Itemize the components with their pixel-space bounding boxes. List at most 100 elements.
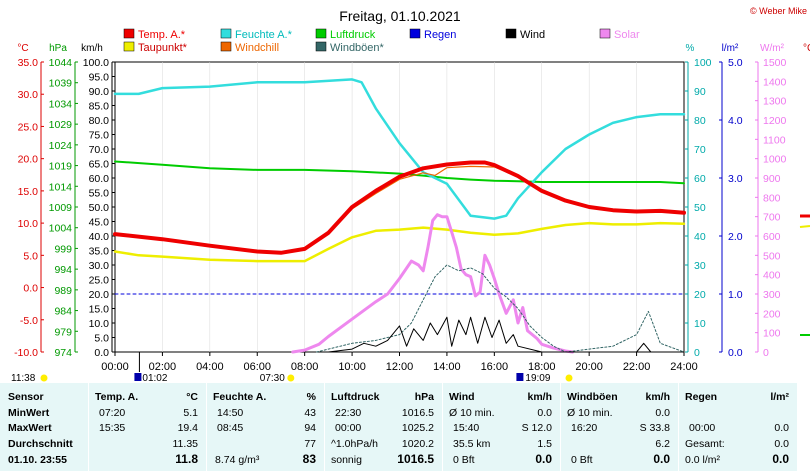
- legend-swatch: [315, 28, 327, 39]
- wind-tick-label: 70.0: [89, 144, 110, 156]
- header-gust-unit: km/h: [645, 391, 670, 403]
- legend-label: Windböen*: [330, 42, 385, 54]
- wind-tick-label: 0.0: [94, 347, 109, 359]
- hum-absolute: 8.74 g/m³: [215, 454, 260, 466]
- solar-tick-label: 500: [763, 250, 781, 262]
- scroll-fragment: [798, 383, 810, 471]
- header-humidity-unit: %: [306, 391, 316, 403]
- pressure-tick-label: 999: [54, 243, 72, 255]
- temp-tick-label: 35.0: [18, 57, 39, 69]
- legend-swatch: [220, 41, 232, 52]
- pressure-tick-label: 1039: [49, 78, 73, 90]
- x-tick-label: 18:00: [528, 361, 556, 373]
- sunset-marker-dot: [565, 374, 573, 382]
- hum-min-value: 43: [304, 407, 316, 419]
- temp-tick-label: -5.0: [20, 315, 38, 327]
- wind-tick-label: 15.0: [89, 304, 110, 316]
- hum-min-time: 14:50: [217, 407, 244, 419]
- humidity-tick-label: 40: [694, 231, 706, 243]
- series-feuchte-a: [113, 78, 686, 220]
- x-tick-label: 04:00: [196, 361, 224, 373]
- moon-marker-icon: [134, 373, 142, 381]
- wind-tick-label: 75.0: [89, 130, 110, 142]
- humidity-tick-label: 0: [694, 347, 700, 359]
- humidity-tick-label: 90: [694, 86, 706, 98]
- humidity-tick-label: 100: [694, 57, 712, 69]
- rain-tick-label: 5.0: [728, 57, 743, 69]
- weather-chart: Freitag, 01.10.2021 © Weber Mike Temp. A…: [11, 6, 810, 383]
- wind-current-value: 0.0: [535, 452, 552, 466]
- rain-tick-label: 4.0: [728, 115, 743, 127]
- temp-tick-label: 25.0: [18, 121, 39, 133]
- header-pressure-unit: hPa: [414, 391, 434, 403]
- rain-total-label: Gesamt:: [685, 438, 725, 450]
- temp-min-value: 5.1: [183, 407, 198, 419]
- temp-tick-label: 15.0: [18, 186, 39, 198]
- pressure-tick-label: 1044: [49, 57, 73, 69]
- wind-tick-label: 100.0: [83, 57, 109, 69]
- press-max-time: 00:00: [335, 422, 362, 434]
- legend-label: Taupunkt*: [138, 42, 188, 54]
- rain-rate: 0.0 l/m²: [685, 454, 721, 466]
- wind-tick-label: 25.0: [89, 275, 110, 287]
- wind-tick-label: 50.0: [89, 202, 110, 214]
- label-avg: Durchschnitt: [8, 438, 73, 450]
- humidity-tick-label: 60: [694, 173, 706, 185]
- header-wind-unit: km/h: [527, 391, 552, 403]
- solar-tick-label: 900: [763, 173, 781, 185]
- series-temp-a: [113, 160, 686, 255]
- humidity-tick-label: 70: [694, 144, 706, 156]
- header-temp: Temp. A.: [95, 391, 139, 403]
- sunrise-marker-label: 07:30: [260, 373, 285, 383]
- label-current: 01.10. 23:55: [8, 454, 67, 466]
- solar-tick-label: 200: [763, 308, 781, 320]
- sunset-marker-label: 19:09: [525, 373, 550, 383]
- label-max: MaxWert: [8, 422, 52, 434]
- wind-avg10-value: 0.0: [537, 407, 552, 419]
- temp-max-value: 19.4: [177, 422, 198, 434]
- copyright-label: © Weber Mike: [750, 6, 807, 16]
- x-tick-label: 08:00: [291, 361, 319, 373]
- pressure-tick-label: 994: [54, 264, 72, 276]
- hum-max-time: 08:45: [217, 422, 244, 434]
- temp-avg-value: 11.35: [172, 438, 199, 450]
- hum-max-value: 94: [304, 422, 316, 434]
- pressure-unit-label: hPa: [49, 43, 67, 54]
- legend-swatch: [409, 28, 421, 39]
- wind-column: Wind km/h Ø 10 min. 0.0 15:40 S 12.0 35.…: [443, 383, 561, 471]
- solar-tick-label: 700: [763, 212, 781, 224]
- legend: Temp. A.* Feuchte A.* Luftdruck Regen Wind So…: [123, 28, 640, 54]
- solar-tick-label: 1200: [763, 115, 787, 127]
- hum-avg-value: 77: [304, 438, 316, 450]
- wind-run: 35.5 km: [453, 438, 491, 450]
- header-pressure: Luftdruck: [331, 391, 380, 403]
- temp-max-time: 15:35: [99, 422, 126, 434]
- temp-unit-label: °C: [17, 43, 28, 54]
- pressure-tick-label: 1019: [49, 161, 73, 173]
- press-max-value: 1025.2: [401, 422, 434, 434]
- temp-min-time: 07:20: [99, 407, 126, 419]
- pressure-tick-label: 984: [54, 306, 72, 318]
- pressure-tick-label: 1024: [49, 140, 73, 152]
- series-taupunkt: [113, 221, 686, 263]
- legend-label: Feuchte A.*: [235, 29, 293, 41]
- pressure-tick-label: 1009: [49, 202, 73, 214]
- pressure-tick-label: 989: [54, 285, 72, 297]
- wind-tick-label: 60.0: [89, 173, 110, 185]
- solar-tick-label: 600: [763, 231, 781, 243]
- temp-current-value: 11.8: [175, 452, 198, 466]
- rain-total-value: 0.0: [774, 438, 789, 450]
- temp-tick-label: 20.0: [18, 154, 39, 166]
- rain-column: Regen l/m² 00:00 0.0 Gesamt: 0.0 0.0 l/m…: [679, 383, 798, 471]
- x-tick-label: 06:00: [243, 361, 271, 373]
- rain-max-time: 00:00: [689, 422, 716, 434]
- header-sensor: Sensor: [8, 391, 44, 403]
- sunset-marker-icon: [516, 373, 524, 381]
- temp-column: Temp. A. °C 07:20 5.1 15:35 19.4 11.35 1…: [89, 383, 207, 471]
- press-forecast: sonnig: [331, 454, 362, 466]
- gust-current-value: 0.0: [653, 452, 670, 466]
- humidity-tick-label: 30: [694, 260, 706, 272]
- pressure-tick-label: 974: [54, 347, 72, 359]
- wind-tick-label: 80.0: [89, 115, 110, 127]
- legend-swatch: [505, 28, 517, 39]
